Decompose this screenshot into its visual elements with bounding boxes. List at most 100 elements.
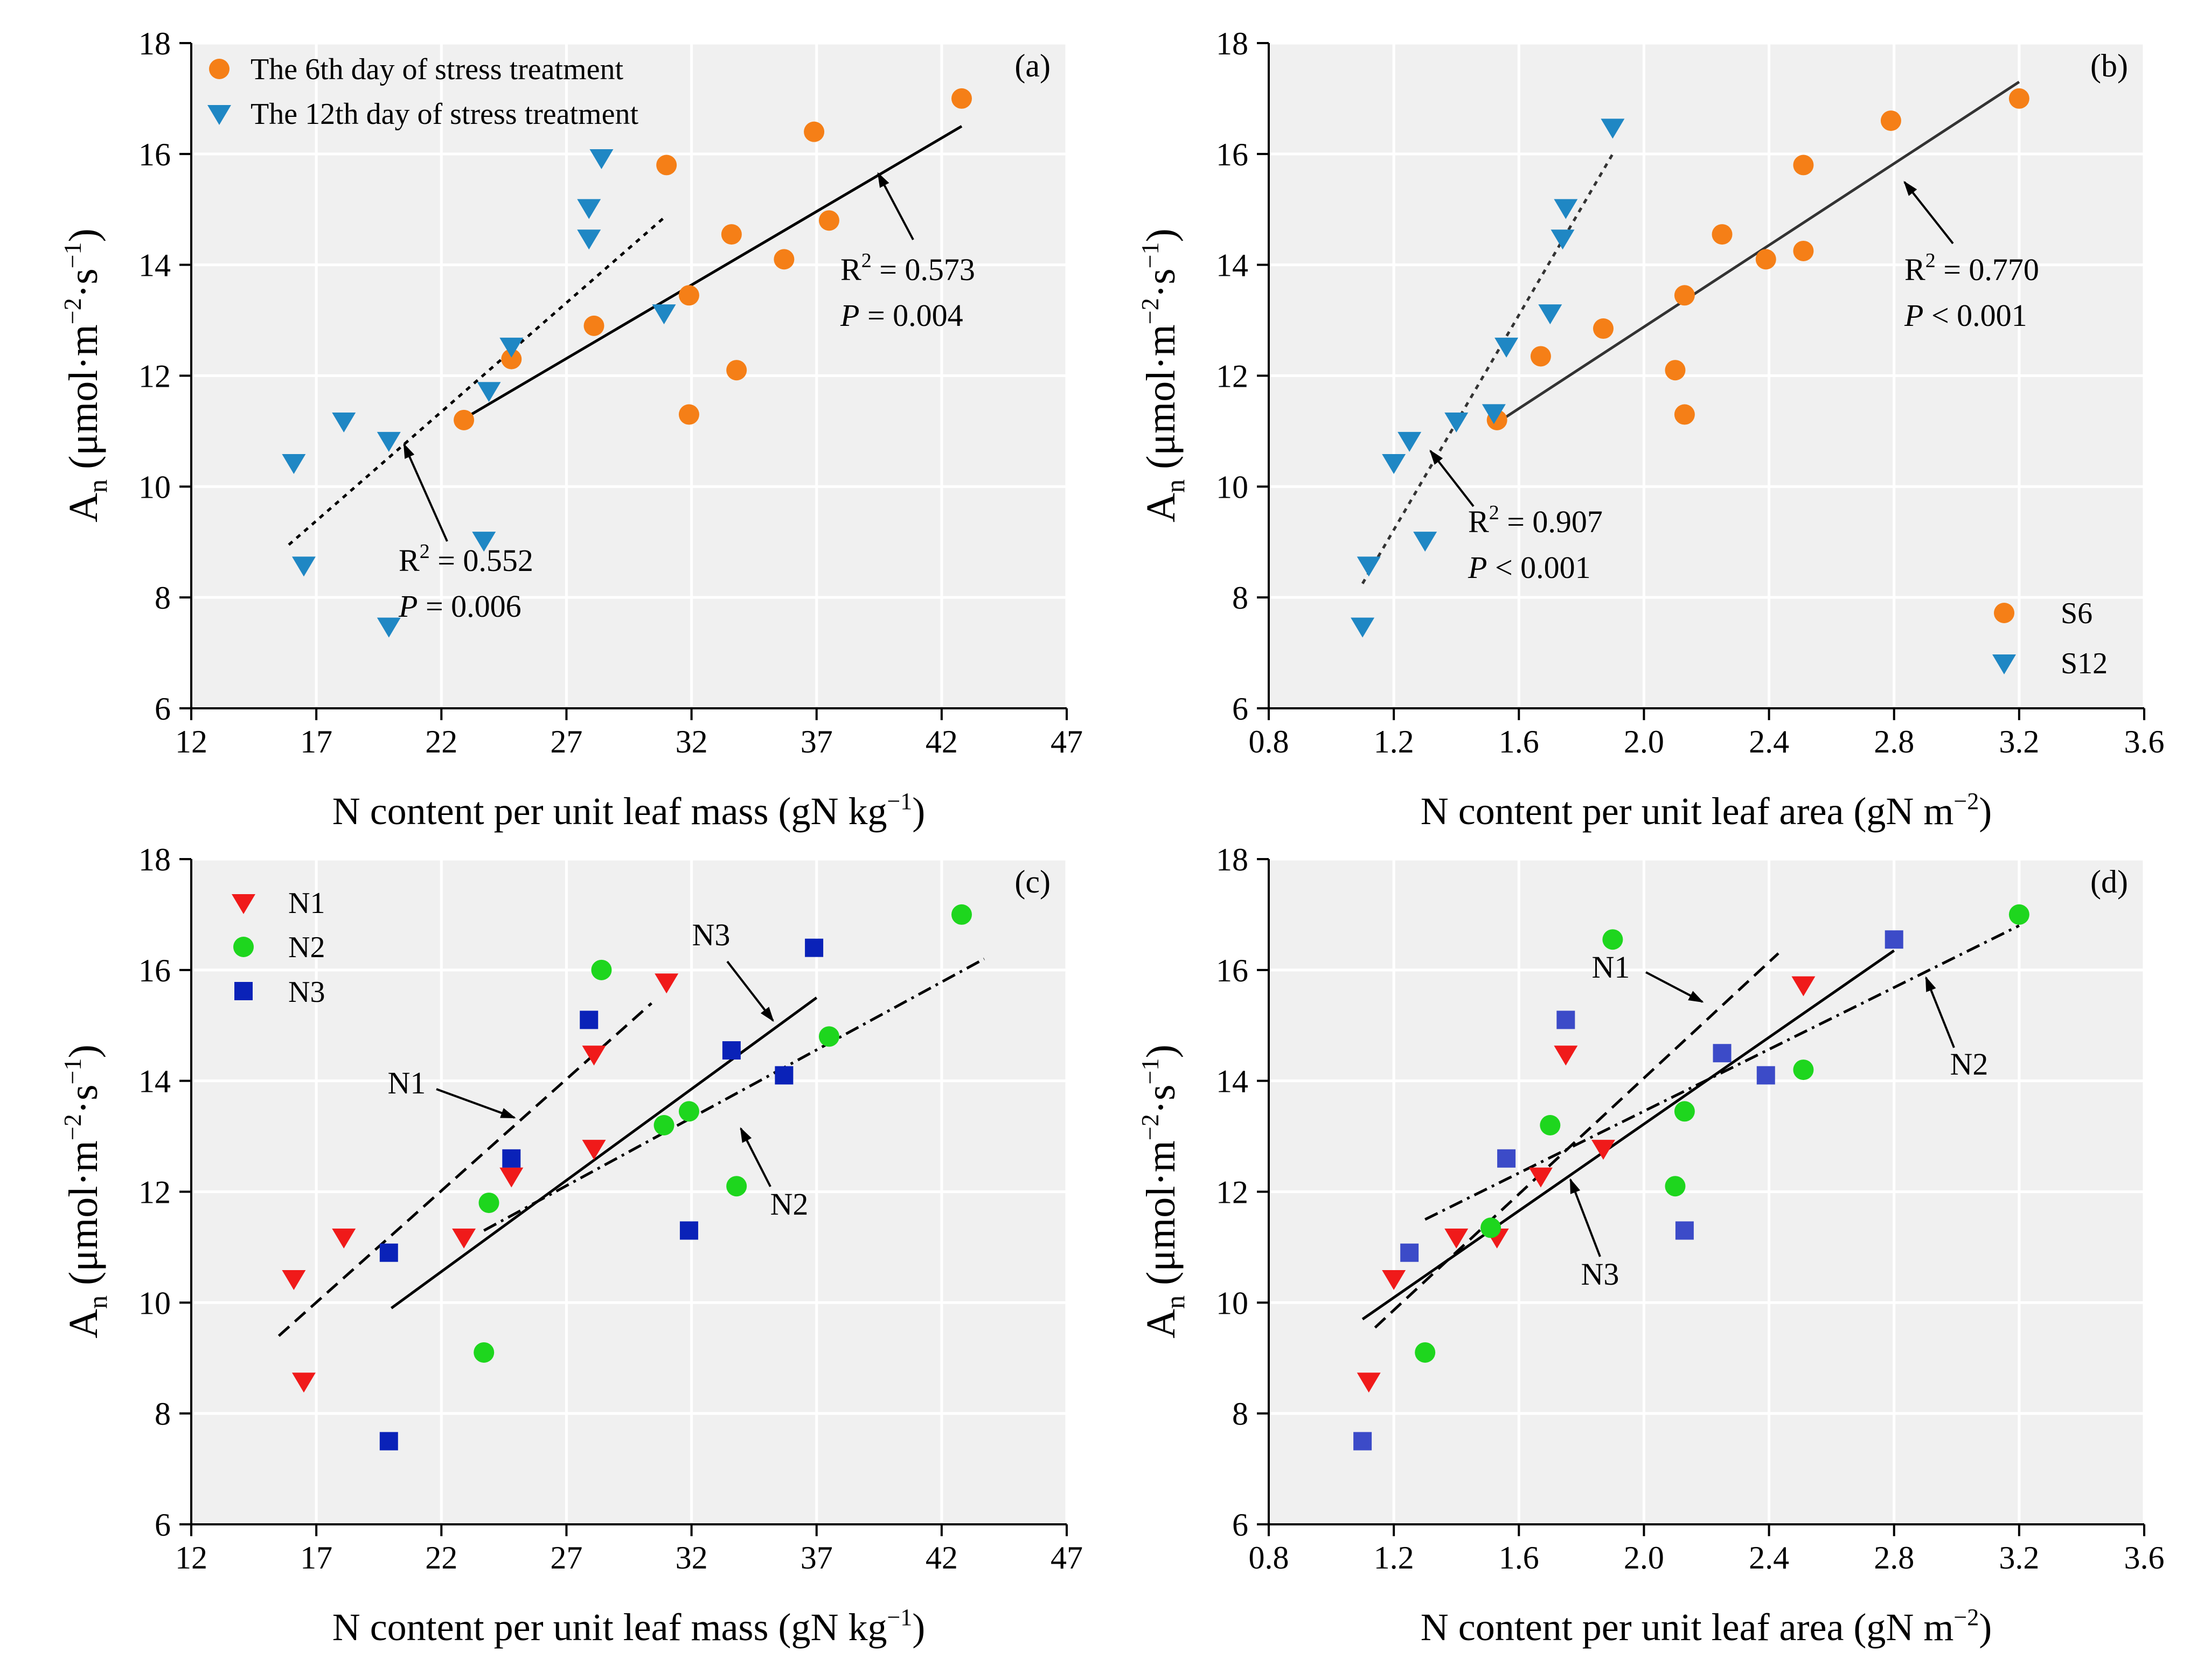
- y-tick-label: 6: [1232, 1507, 1248, 1543]
- annotation-arrow: [436, 1088, 516, 1119]
- panel-label: (a): [1014, 48, 1051, 83]
- fit-line-n2: [483, 958, 985, 1232]
- point-the-12th-day-of-stress-treatment: [282, 454, 306, 475]
- axes: [1257, 42, 2145, 720]
- p-value: < 0.001: [1923, 298, 2027, 333]
- point-s12: [1554, 199, 1578, 219]
- point-the-12th-day-of-stress-treatment: [291, 556, 316, 577]
- point-the-6th-day-of-stress-treatment: [726, 360, 747, 381]
- data-points: [282, 88, 972, 638]
- y-tick-label: 16: [1216, 137, 1248, 172]
- annotation-n3: N3: [692, 917, 774, 1022]
- point-n3: [1756, 1066, 1775, 1085]
- y-tick-label: 6: [1232, 691, 1248, 727]
- point-the-6th-day-of-stress-treatment: [818, 210, 839, 231]
- annotation-fit-s12: R2 = 0.907 P < 0.001: [1429, 449, 1603, 585]
- point-n1: [582, 1140, 606, 1160]
- point-n2: [1674, 1101, 1695, 1122]
- y-tick-label: 8: [1232, 580, 1248, 616]
- p-value: = 0.004: [859, 298, 963, 333]
- fit-line-n2: [1424, 924, 2020, 1221]
- point-s12: [1482, 404, 1506, 424]
- point-the-12th-day-of-stress-treatment: [499, 337, 524, 358]
- r-squared-value: 0.770: [1969, 252, 2039, 287]
- annotation-label: N2: [1950, 1047, 1989, 1082]
- legend-label-n1: N1: [288, 887, 325, 920]
- point-n1: [499, 1167, 524, 1188]
- y-tick-label: 10: [1216, 469, 1248, 505]
- point-n2: [951, 904, 972, 925]
- point-n3: [502, 1149, 521, 1168]
- annotation-n2: N2: [740, 1127, 809, 1222]
- y-tick-label: 6: [155, 691, 171, 727]
- point-n1: [655, 973, 679, 994]
- point-n1: [282, 1270, 306, 1291]
- point-n2: [1415, 1342, 1436, 1363]
- y-tick-label: 18: [1216, 842, 1248, 877]
- y-tick-label: 14: [1216, 1064, 1248, 1099]
- y-tick-label: 14: [138, 248, 171, 283]
- point-n2: [1540, 1115, 1561, 1135]
- x-tick-label: 3.2: [1999, 724, 2039, 759]
- legend-marker-s12: [207, 105, 231, 125]
- annotation-label: N1: [1592, 950, 1630, 985]
- axes: [179, 42, 1068, 720]
- legend: The 6th day of stress treatment The 12th…: [207, 53, 638, 131]
- r-squared-label: R2 = 0.907: [1468, 501, 1603, 539]
- point-the-6th-day-of-stress-treatment: [454, 409, 475, 430]
- x-tick-label: 27: [550, 1540, 582, 1576]
- y-tick-label: 16: [1216, 953, 1248, 988]
- point-n2: [726, 1176, 747, 1197]
- point-s6: [1880, 110, 1901, 131]
- y-tick-label: 12: [138, 1175, 171, 1210]
- point-the-12th-day-of-stress-treatment: [589, 149, 614, 169]
- legend-label-s12: S12: [2061, 647, 2108, 680]
- axes: [1257, 858, 2145, 1536]
- r-squared-label: R2 = 0.770: [1904, 249, 2039, 287]
- point-the-12th-day-of-stress-treatment: [377, 431, 401, 452]
- x-tick-label: 2.0: [1624, 724, 1664, 759]
- x-tick-label: 2.0: [1624, 1540, 1664, 1576]
- x-tick-label: 2.8: [1874, 724, 1914, 759]
- point-s6: [1593, 318, 1614, 339]
- annotation-label: N1: [388, 1065, 426, 1100]
- y-tick-labels: 6 8 10 12 14 16 18: [1216, 842, 1248, 1543]
- annotation-n1: N1: [1592, 950, 1704, 1003]
- point-n1: [291, 1372, 316, 1393]
- y-tick-label: 14: [138, 1064, 171, 1099]
- point-the-6th-day-of-stress-treatment: [721, 224, 742, 245]
- p-value: < 0.001: [1487, 550, 1590, 585]
- x-tick-label: 3.2: [1999, 1540, 2039, 1576]
- point-the-6th-day-of-stress-treatment: [583, 315, 604, 336]
- point-n1: [1382, 1270, 1406, 1291]
- p-value-label: P < 0.001: [1468, 550, 1591, 585]
- point-s12: [1413, 532, 1437, 552]
- point-the-12th-day-of-stress-treatment: [477, 382, 501, 402]
- y-tick-labels: 6 8 10 12 14 16 18: [138, 26, 171, 727]
- point-the-12th-day-of-stress-treatment: [377, 617, 401, 638]
- annotation-label: N2: [770, 1187, 809, 1222]
- p-value: = 0.006: [418, 589, 521, 624]
- annotation-arrow: [403, 443, 448, 542]
- y-tick-label: 12: [1216, 359, 1248, 394]
- panel-d: 0.8 1.2 1.6 2.0 2.4 2.8 3.2 3.6 6 8 10 12 14 16 18 (d…: [1136, 842, 2165, 1649]
- point-s12: [1351, 617, 1375, 638]
- panel-a: 12 17 22 27 32 37 42 47 6 8 10 12 14 16 18 (a) The 6t…: [59, 26, 1083, 833]
- x-tick-label: 1.2: [1374, 1540, 1414, 1576]
- x-axis-title: N content per unit leaf mass (gN kg−1): [332, 1604, 926, 1649]
- point-s6: [1793, 155, 1814, 176]
- data-points: [282, 904, 972, 1451]
- fit-line-s6: [1496, 80, 2020, 424]
- legend-label-s6: The 6th day of stress treatment: [251, 53, 623, 86]
- fit-line-n3: [390, 996, 818, 1309]
- data-points: [1353, 904, 2029, 1451]
- x-tick-label: 32: [676, 724, 708, 759]
- x-tick-label: 22: [425, 1540, 457, 1576]
- point-s12: [1538, 304, 1562, 325]
- point-s12: [1357, 556, 1381, 577]
- legend-label-s12: The 12th day of stress treatment: [251, 97, 638, 131]
- point-n2: [678, 1101, 699, 1122]
- x-tick-label: 42: [926, 724, 958, 759]
- point-the-6th-day-of-stress-treatment: [774, 249, 795, 270]
- point-n1: [452, 1228, 476, 1249]
